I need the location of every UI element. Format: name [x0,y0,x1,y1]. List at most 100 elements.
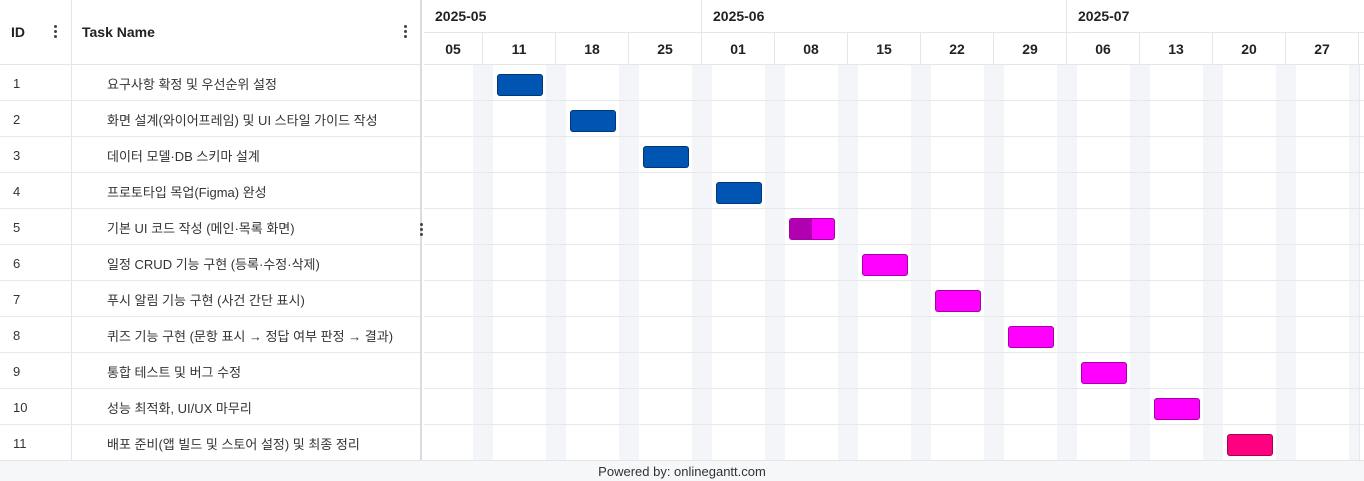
row-gridline [424,100,1364,101]
task-name: 성능 최적화, UI/UX 마무리 [107,400,252,416]
task-row[interactable]: 1 요구사항 확정 및 우선순위 설정 [0,65,420,101]
weekend-shading [1213,65,1223,460]
row-gridline [424,136,1364,137]
task-id: 5 [13,219,21,235]
row-gridline [424,208,1364,209]
task-id: 2 [13,111,21,127]
task-name: 퀴즈 기능 구현 (문항 표시 → 정답 여부 판정 → 결과) [107,328,394,344]
weekend-shading [629,65,639,460]
task-id: 9 [13,363,21,379]
task-name-column-menu-icon[interactable] [400,23,410,41]
timeline-header: 2025-05 2025-06 2025-07 05 11 18 25 01 08 15 22 29 0… [424,0,1364,65]
task-bar[interactable] [716,182,762,204]
month-header: 2025-05 [424,0,702,33]
task-row[interactable]: 6 일정 CRUD 기능 구현 (등록·수정·삭제) [0,245,420,281]
task-row[interactable]: 11 배포 준비(앱 빌드 및 스토어 설정) 및 최종 정리 [0,425,420,461]
week-header: 01 [702,33,775,65]
week-header: 15 [848,33,921,65]
task-row[interactable]: 10 성능 최적화, UI/UX 마무리 [0,389,420,425]
weekend-shading [692,65,702,460]
task-bar[interactable] [1154,398,1200,420]
task-grid: ID Task Name 1 요구사항 확정 및 우선순위 설정 2 화면 설계(와이… [0,0,425,461]
row-gridline [424,388,1364,389]
weekend-shading [483,65,493,460]
weekend-shading [1349,65,1359,460]
task-row[interactable]: 2 화면 설계(와이어프레임) 및 UI 스타일 가이드 작성 [0,101,420,137]
row-gridline [424,352,1364,353]
task-name: 화면 설계(와이어프레임) 및 UI 스타일 가이드 작성 [107,112,378,128]
task-id: 4 [13,183,21,199]
weekend-shading [1130,65,1140,460]
week-header: 18 [556,33,629,65]
weekend-shading [921,65,931,460]
task-id: 1 [13,75,21,91]
week-header: 22 [921,33,994,65]
weekend-shading [1286,65,1296,460]
task-bar[interactable] [1227,434,1273,456]
task-name: 기본 UI 코드 작성 (메인·목록 화면) [107,220,295,236]
task-name: 배포 준비(앱 빌드 및 스토어 설정) 및 최종 정리 [107,436,360,452]
week-header: 27 [1286,33,1359,65]
weekend-shading [994,65,1004,460]
task-bar[interactable] [1081,362,1127,384]
task-id: 10 [13,399,28,415]
task-name: 푸시 알림 기능 구현 (사건 간단 표시) [107,292,305,308]
task-bar[interactable] [789,218,835,240]
task-bar[interactable] [643,146,689,168]
month-header: 2025-07 [1067,0,1364,33]
week-header: 11 [483,33,556,65]
task-row[interactable]: 7 푸시 알림 기능 구현 (사건 간단 표시) [0,281,420,317]
weekend-shading [911,65,921,460]
task-row[interactable]: 8 퀴즈 기능 구현 (문항 표시 → 정답 여부 판정 → 결과) [0,317,420,353]
task-id: 8 [13,327,21,343]
weekend-shading [1140,65,1150,460]
grid-resize-handle[interactable] [419,221,425,239]
task-row[interactable]: 3 데이터 모델·DB 스키마 설계 [0,137,420,173]
weekend-shading [619,65,629,460]
week-header: 06 [1067,33,1140,65]
grid-header: ID Task Name [0,0,420,65]
task-name: 통합 테스트 및 버그 수정 [107,364,242,380]
week-header: 08 [775,33,848,65]
id-column-menu-icon[interactable] [50,23,60,41]
weekend-shading [473,65,483,460]
task-name-column-header[interactable]: Task Name [82,24,155,40]
row-gridline [424,280,1364,281]
task-bar[interactable] [497,74,543,96]
task-id: 7 [13,291,21,307]
task-name: 프로토타입 목업(Figma) 완성 [107,184,267,200]
week-header: 25 [629,33,702,65]
weekend-shading [775,65,785,460]
weekend-shading [1067,65,1077,460]
task-id: 11 [13,435,27,451]
task-row[interactable]: 4 프로토타입 목업(Figma) 완성 [0,173,420,209]
week-header: 29 [994,33,1067,65]
row-gridline [424,172,1364,173]
weekend-shading [848,65,858,460]
task-bar[interactable] [862,254,908,276]
week-header: 13 [1140,33,1213,65]
task-id: 3 [13,147,21,163]
task-progress-fill [790,219,812,239]
footer-credit: Powered by: onlinegantt.com [0,460,1364,481]
task-name: 일정 CRUD 기능 구현 (등록·수정·삭제) [107,256,320,272]
week-gridline [1359,65,1360,460]
month-header: 2025-06 [702,0,1067,33]
task-bar[interactable] [1008,326,1054,348]
row-gridline [424,424,1364,425]
row-gridline [424,244,1364,245]
weekend-shading [702,65,712,460]
task-id: 6 [13,255,21,271]
gantt-timeline: 2025-05 2025-06 2025-07 05 11 18 25 01 08 15 22 29 0… [424,0,1364,460]
grid-column-divider [71,0,72,460]
week-header: 05 [424,33,483,65]
task-bar[interactable] [570,110,616,132]
task-row[interactable]: 5 기본 UI 코드 작성 (메인·목록 화면) [0,209,420,245]
weekend-shading [1276,65,1286,460]
task-row[interactable]: 9 통합 테스트 및 버그 수정 [0,353,420,389]
weekend-shading [1057,65,1067,460]
id-column-header[interactable]: ID [11,24,25,40]
task-bar[interactable] [935,290,981,312]
weekend-shading [838,65,848,460]
weekend-shading [984,65,994,460]
